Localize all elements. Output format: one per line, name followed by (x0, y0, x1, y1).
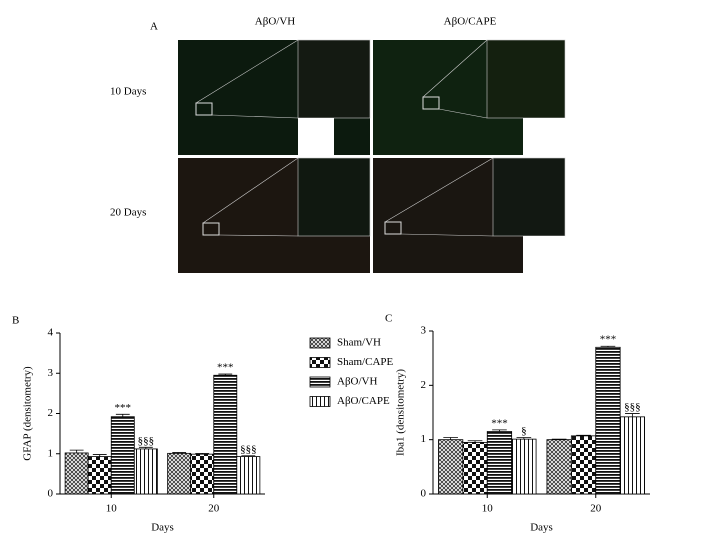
y-tick-label: 1 (421, 433, 427, 445)
error-bar (92, 454, 107, 457)
significance: §§§ (624, 401, 641, 413)
y-tick-label: 0 (421, 488, 427, 500)
legend-swatch (309, 376, 331, 388)
micrograph (178, 157, 371, 273)
bar (110, 416, 135, 495)
panel-label: B (12, 315, 19, 327)
error-bar (443, 437, 458, 440)
significance: *** (491, 417, 508, 429)
column-title: AβO/CAPE (444, 16, 497, 28)
error-bar (467, 440, 483, 443)
x-tick-label: 10 (106, 503, 118, 515)
bar (511, 438, 537, 495)
legend-label: Sham/CAPE (337, 356, 394, 368)
bar (438, 439, 464, 495)
error-bar (241, 455, 256, 457)
column-title: AβO/VH (255, 16, 295, 28)
y-tick-label: 3 (48, 367, 54, 379)
x-tick-label: 20 (590, 503, 602, 515)
bar (486, 431, 513, 495)
significance: *** (217, 362, 234, 374)
panel-label: C (385, 313, 392, 325)
error-bar (172, 452, 187, 454)
bar (595, 346, 621, 495)
bar (236, 456, 261, 495)
bar (133, 448, 158, 495)
bar (213, 374, 238, 495)
error-bar (115, 413, 130, 417)
y-tick-label: 2 (421, 379, 427, 391)
row-label: 20 Days (110, 207, 146, 219)
legend-swatch (309, 357, 331, 368)
micrographs (178, 39, 566, 273)
error-bar (600, 345, 616, 348)
bar (87, 456, 112, 495)
legend-label: AβO/CAPE (337, 395, 390, 407)
bar (167, 452, 192, 495)
y-tick-label: 0 (48, 488, 54, 500)
error-bar (625, 413, 640, 417)
significance: § (521, 425, 527, 437)
x-axis-label: Days (151, 522, 174, 534)
y-axis-label: Iba1 (densitometry) (395, 369, 407, 456)
legend-label: Sham/VH (337, 337, 381, 349)
x-axis-label: Days (530, 522, 553, 534)
x-tick-label: 10 (482, 503, 494, 515)
error-bar (69, 449, 84, 453)
y-tick-label: 4 (48, 327, 54, 339)
error-bar (218, 373, 233, 376)
y-tick-label: 3 (421, 325, 427, 337)
legend-swatch (309, 337, 331, 349)
bar (570, 435, 597, 495)
micrograph (373, 39, 566, 155)
error-bar (138, 446, 153, 449)
significance: §§§ (240, 443, 257, 455)
y-axis-label: GFAP (densitometry) (22, 366, 34, 461)
y-tick-label: 2 (48, 407, 54, 419)
bar (190, 453, 215, 495)
y-tick-label: 1 (48, 447, 54, 459)
error-bar (516, 437, 532, 440)
bar (462, 441, 488, 495)
bar (64, 452, 89, 495)
row-label: 10 Days (110, 86, 146, 98)
significance: *** (600, 334, 617, 346)
error-bar (576, 434, 591, 436)
significance: *** (115, 402, 132, 414)
bar (619, 416, 645, 495)
error-bar (195, 452, 210, 455)
micrograph (373, 157, 566, 273)
error-bar (551, 438, 567, 440)
legend-label: AβO/VH (337, 376, 377, 388)
panel-label: A (150, 21, 158, 33)
legend-swatch (309, 396, 331, 407)
error-bar (492, 429, 507, 432)
bar (546, 439, 572, 495)
significance: §§§ (138, 435, 155, 447)
micrograph (178, 39, 371, 155)
x-tick-label: 20 (208, 503, 220, 515)
